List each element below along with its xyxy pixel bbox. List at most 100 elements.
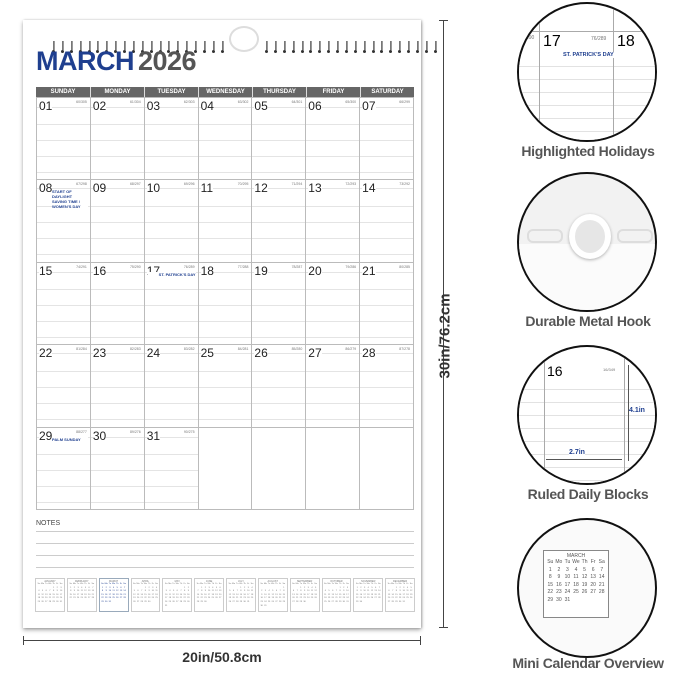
mini-weekday: Tu: [140, 583, 143, 585]
spiral-coil: [273, 41, 277, 53]
mini-day: 27: [387, 600, 391, 603]
mini-day: 19: [215, 593, 218, 596]
mini-day: 17: [207, 593, 211, 596]
day-cell: 04 63/302: [198, 98, 253, 181]
mini-weekday: Mo: [327, 583, 331, 585]
day-cell: 07 66/299: [360, 98, 414, 181]
day-cell: 31 90/275: [144, 427, 199, 510]
mini-day: 20: [374, 593, 377, 596]
mini-day: 2: [343, 586, 345, 589]
mini-weekday: Th: [370, 583, 374, 585]
mini-day: 25: [155, 597, 158, 600]
mini-weekday: Fr: [88, 583, 91, 585]
mini-day: 14: [123, 590, 126, 593]
mini-day: 2: [261, 590, 263, 593]
mini-day: 27: [119, 597, 123, 600]
day-of-year: 72/293: [345, 182, 357, 187]
empty-cell: [252, 427, 307, 510]
spiral-coil: [282, 41, 286, 53]
mini-day: 1: [201, 586, 203, 589]
day-cell: 21 80/285: [360, 262, 414, 346]
empty-cell: [198, 427, 253, 510]
spiral-coil: [220, 41, 224, 53]
mini-calendar-october: OCTOBER Su Mo Tu We Th Fr Sa 1 2 3 4 5 6 7 8 9 10 11 12 13 14…: [321, 578, 352, 612]
spiral-coil: [202, 41, 206, 53]
mini-weekday: Fr: [590, 559, 596, 565]
mini-day: 25: [168, 600, 172, 603]
mini-grid: Su Mo Tu We Th Fr Sa 1 2 3 4 5 6 7 8 9 10 11 12 13 14 15 16 17 1…: [260, 583, 286, 608]
mini-weekday: Fr: [279, 583, 282, 585]
mini-day: 15: [547, 581, 554, 588]
mini-day: 17: [59, 593, 63, 596]
mini-day: 3: [77, 586, 79, 589]
mini-day: 16: [73, 593, 76, 596]
mini-weekday: Sa: [123, 583, 126, 585]
notes-label: NOTES: [36, 520, 63, 527]
day-number: 18: [200, 263, 214, 278]
spiral-coil: [398, 41, 402, 53]
mini-day: 2: [360, 586, 362, 589]
mini-weekday: Sa: [377, 583, 381, 585]
mini-day: 15: [69, 593, 72, 596]
mini-day: 17: [264, 597, 267, 600]
mini-day: 27: [176, 600, 179, 603]
weekday-sunday: SUNDAY: [50, 89, 76, 95]
day-of-year: 79/286: [345, 264, 357, 269]
spiral-coil: [105, 41, 109, 53]
day-number: 24: [146, 346, 161, 361]
day-cell: 25 84/281: [198, 345, 253, 428]
mini-day: 7: [392, 590, 394, 593]
mini-weekday: Su: [69, 583, 73, 585]
mini-day: 28: [391, 600, 394, 603]
mini-day: 19: [327, 597, 331, 600]
day-cell: 02 61/304: [90, 98, 145, 181]
holiday-label: ST. PATRICK'S DAY: [563, 52, 614, 58]
mini-weekday: Tu: [172, 583, 175, 585]
mini-day: 7: [197, 590, 199, 593]
mini-weekday: Fr: [342, 583, 345, 585]
mini-day: 11: [155, 590, 158, 593]
mini-day: 17: [564, 581, 571, 588]
mini-day: 22: [239, 597, 243, 600]
mini-weekday: Th: [84, 583, 87, 585]
mini-day: 27: [45, 600, 48, 603]
mini-day: 15: [338, 593, 342, 596]
mini-day: 1: [356, 586, 358, 589]
spiral-coil: [371, 41, 375, 53]
mini-weekday: Su: [133, 583, 136, 585]
mini-day: 10: [207, 590, 211, 593]
mini-day: 12: [327, 593, 331, 596]
spiral-coil: [114, 41, 118, 53]
mini-weekday: Sa: [155, 583, 158, 585]
mini-day: 21: [196, 597, 200, 600]
mini-day: 3: [403, 586, 405, 589]
mini-month-title: APRIL: [141, 580, 150, 583]
mini-day: 29: [239, 600, 243, 603]
mini-day: 25: [250, 597, 254, 600]
mini-day: 14: [48, 593, 52, 596]
mini-day: 3: [60, 586, 62, 589]
mini-day: 6: [332, 590, 334, 593]
spiral-coil: [309, 41, 313, 53]
day-cell: 19 78/287: [252, 262, 307, 346]
mini-day: 8: [339, 590, 341, 593]
mini-day: 28: [140, 600, 143, 603]
day-number: 31: [146, 428, 161, 443]
mini-weekday: Mo: [263, 583, 267, 585]
day-of-year: 68/297: [129, 182, 141, 187]
mini-weekday: Fr: [406, 583, 409, 585]
mini-grid: Su Mo Tu We Th Fr Sa 1 2 3 4 5 6 7 8 9 10 11 12 13 14 15 16 17 1…: [387, 583, 413, 605]
mini-day: 6: [292, 590, 295, 593]
day-of-year: 75/290: [129, 264, 141, 269]
mini-weekday: Th: [147, 583, 151, 585]
day-number: 13: [308, 181, 322, 196]
mini-day: 30: [204, 600, 207, 603]
mini-day: 28: [196, 600, 200, 603]
empty-cell: [360, 427, 414, 510]
mini-day: 4: [251, 586, 253, 589]
mini-day: 28: [295, 600, 299, 603]
mini-day: 6: [88, 586, 90, 589]
day-number: 02: [92, 99, 107, 113]
mini-day: 9: [204, 590, 206, 593]
mini-day: 14: [196, 593, 200, 596]
